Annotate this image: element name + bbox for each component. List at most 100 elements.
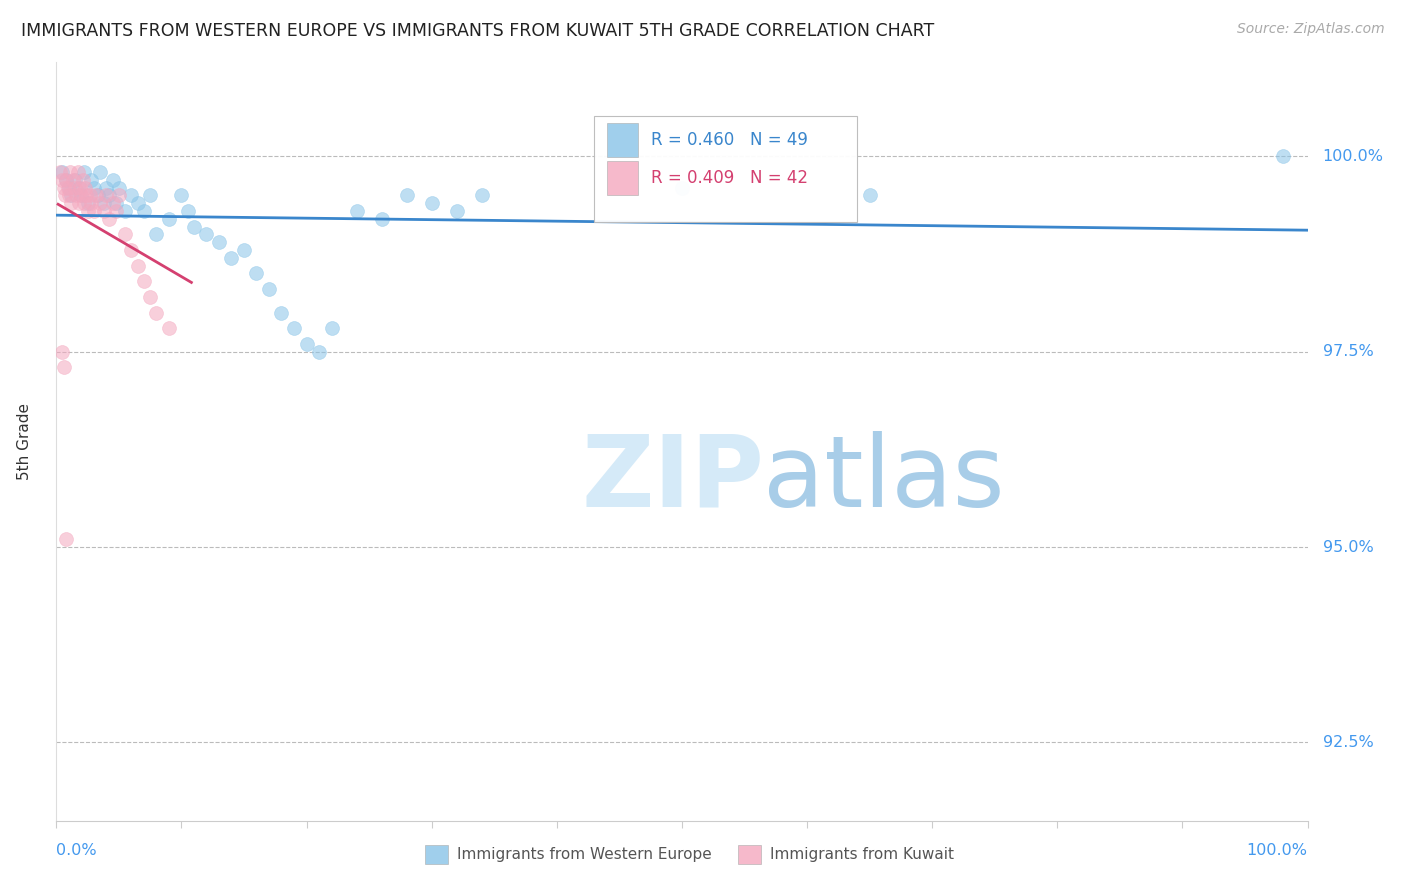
Text: IMMIGRANTS FROM WESTERN EUROPE VS IMMIGRANTS FROM KUWAIT 5TH GRADE CORRELATION C: IMMIGRANTS FROM WESTERN EUROPE VS IMMIGR…	[21, 22, 935, 40]
Point	[139, 188, 162, 202]
Text: R = 0.460   N = 49: R = 0.460 N = 49	[651, 131, 807, 149]
Point	[56, 180, 79, 194]
Point	[321, 321, 343, 335]
FancyBboxPatch shape	[426, 845, 449, 863]
Point	[105, 203, 128, 218]
Point	[62, 172, 84, 186]
Point	[66, 165, 89, 179]
Point	[308, 344, 330, 359]
Point	[55, 533, 77, 547]
Point	[157, 321, 180, 335]
Point	[63, 172, 86, 186]
Point	[58, 180, 80, 194]
Point	[157, 211, 180, 226]
Point	[96, 180, 118, 194]
Point	[97, 211, 120, 226]
Point	[346, 203, 368, 218]
Point	[59, 165, 82, 179]
Point	[55, 172, 77, 186]
Text: R = 0.409   N = 42: R = 0.409 N = 42	[651, 169, 807, 187]
Point	[446, 203, 468, 218]
Point	[63, 180, 86, 194]
Point	[395, 188, 418, 202]
Text: 100.0%: 100.0%	[1323, 149, 1384, 164]
Point	[80, 172, 103, 186]
Point	[420, 196, 443, 211]
Text: 92.5%: 92.5%	[1323, 735, 1374, 750]
Text: Immigrants from Kuwait: Immigrants from Kuwait	[769, 847, 953, 863]
Point	[73, 165, 96, 179]
Point	[471, 188, 494, 202]
Point	[93, 196, 115, 211]
Point	[51, 172, 73, 186]
Point	[858, 188, 880, 202]
Point	[108, 188, 131, 202]
Point	[114, 203, 136, 218]
Text: 97.5%: 97.5%	[1323, 344, 1374, 359]
Point	[105, 196, 128, 211]
FancyBboxPatch shape	[607, 161, 638, 195]
Point	[176, 203, 198, 218]
Point	[127, 196, 149, 211]
Point	[49, 165, 72, 179]
Point	[671, 180, 693, 194]
Point	[101, 196, 124, 211]
Point	[93, 203, 115, 218]
Point	[283, 321, 305, 335]
Point	[75, 188, 97, 202]
Point	[83, 203, 105, 218]
Point	[79, 188, 101, 202]
FancyBboxPatch shape	[738, 845, 761, 863]
Point	[76, 203, 98, 218]
Point	[97, 188, 120, 202]
Point	[72, 172, 94, 186]
Point	[86, 188, 108, 202]
Point	[58, 188, 80, 202]
Point	[60, 188, 83, 202]
Point	[108, 180, 131, 194]
Point	[145, 227, 167, 242]
FancyBboxPatch shape	[607, 123, 638, 157]
Point	[55, 172, 77, 186]
Text: ZIP: ZIP	[582, 431, 765, 528]
Point	[70, 188, 93, 202]
Point	[170, 188, 193, 202]
Point	[183, 219, 205, 234]
Point	[60, 196, 83, 211]
Point	[89, 196, 111, 211]
FancyBboxPatch shape	[595, 115, 858, 221]
Point	[51, 344, 73, 359]
Text: 95.0%: 95.0%	[1323, 540, 1374, 555]
Point	[120, 188, 142, 202]
Point	[52, 360, 75, 375]
Point	[127, 259, 149, 273]
Point	[73, 180, 96, 194]
Point	[1271, 149, 1294, 163]
Point	[132, 203, 155, 218]
Point	[221, 251, 243, 265]
Text: Source: ZipAtlas.com: Source: ZipAtlas.com	[1237, 22, 1385, 37]
Point	[132, 274, 155, 288]
Point	[67, 196, 90, 211]
Point	[73, 196, 96, 211]
Point	[114, 227, 136, 242]
Point	[65, 188, 87, 202]
Point	[145, 305, 167, 319]
Point	[139, 290, 162, 304]
Point	[270, 305, 292, 319]
Point	[101, 172, 124, 186]
Point	[96, 188, 118, 202]
Point	[52, 180, 75, 194]
Point	[295, 336, 318, 351]
Point	[53, 188, 76, 202]
Point	[84, 188, 107, 202]
Text: 0.0%: 0.0%	[56, 844, 97, 858]
Point	[67, 180, 90, 194]
Point	[233, 243, 256, 257]
Text: 100.0%: 100.0%	[1247, 844, 1308, 858]
Text: 5th Grade: 5th Grade	[17, 403, 32, 480]
Point	[370, 211, 392, 226]
Point	[89, 165, 111, 179]
Point	[257, 282, 280, 296]
Point	[70, 188, 93, 202]
